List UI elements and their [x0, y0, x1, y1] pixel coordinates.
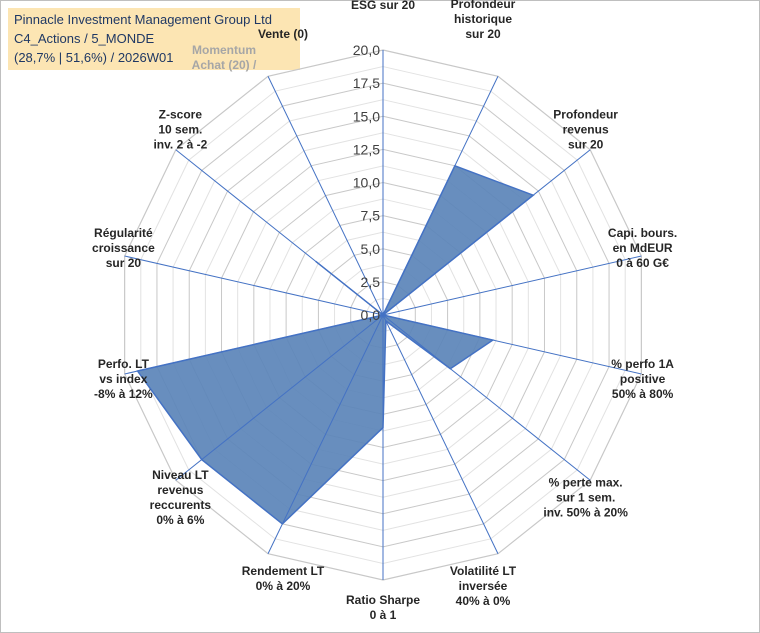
- tick-layer: 0,0 2,5 5,0 7,5 10,0 12,5 15,0 17,5 20,0: [353, 42, 380, 323]
- axis-label: NoteESG sur 20: [351, 0, 415, 12]
- axis-label: % perte max. sur 1 sem. inv. 50% à 20%: [543, 475, 628, 519]
- axis-label: Perfo. LT vs index -8% à 12%: [94, 357, 153, 401]
- spoke-layer: [124, 50, 642, 580]
- axis-label: Profondeur revenus sur 20: [553, 108, 618, 152]
- title-line-1: Pinnacle Investment Management Group Ltd: [14, 12, 272, 27]
- axis-label: Z-score 10 sem. inv. 2 à -2: [153, 108, 207, 152]
- overlay-axis-label: Momentum Achat (20) /: [192, 43, 257, 72]
- axis-spoke: [124, 255, 384, 316]
- axis-spoke: [175, 149, 384, 316]
- axis-label: Volatilité LT inversée 40% à 0%: [450, 564, 517, 608]
- axis-label: % perfo 1A positive 50% à 80%: [611, 357, 674, 401]
- tick-label: 7,5: [361, 208, 381, 224]
- tick-label: 15,0: [353, 108, 380, 124]
- axis-spoke: [267, 76, 384, 316]
- axis-label: Ratio Sharpe 0 à 1: [346, 593, 420, 622]
- tick-label: 12,5: [353, 141, 380, 157]
- tick-label: 5,0: [361, 241, 381, 257]
- axis-spoke: [382, 314, 642, 375]
- axis-label: Régularité croissance sur 20: [92, 226, 155, 270]
- axis-spoke: [124, 314, 384, 375]
- axis-spoke: [382, 314, 591, 481]
- tick-label: 20,0: [353, 42, 380, 58]
- tick-label: 2,5: [361, 274, 381, 290]
- axis-label: Niveau LT revenus reccurents 0% à 6%: [150, 468, 212, 527]
- tick-label: 10,0: [353, 175, 380, 191]
- axis-spoke: [267, 314, 384, 554]
- axis-label: Vente (0): [258, 27, 308, 41]
- axis-spoke: [382, 76, 499, 316]
- title-line-3: (28,7% | 51,6%) / 2026W01: [14, 50, 174, 65]
- axis-label: Rendement LT 0% à 20%: [242, 564, 325, 593]
- axis-spoke: [175, 314, 384, 481]
- title-box: Pinnacle Investment Management Group Ltd…: [8, 8, 300, 70]
- axis-label: Profondeur historique sur 20: [451, 0, 516, 41]
- axis-spoke: [382, 314, 499, 554]
- axis-spoke: [382, 149, 591, 316]
- axis-spoke: [382, 255, 642, 316]
- tick-label: 0,0: [361, 307, 381, 323]
- tick-label: 17,5: [353, 75, 380, 91]
- axis-label: Capi. bours. en MdEUR 0 à 60 G€: [608, 226, 677, 270]
- title-line-2: C4_Actions / 5_MONDE: [14, 31, 155, 46]
